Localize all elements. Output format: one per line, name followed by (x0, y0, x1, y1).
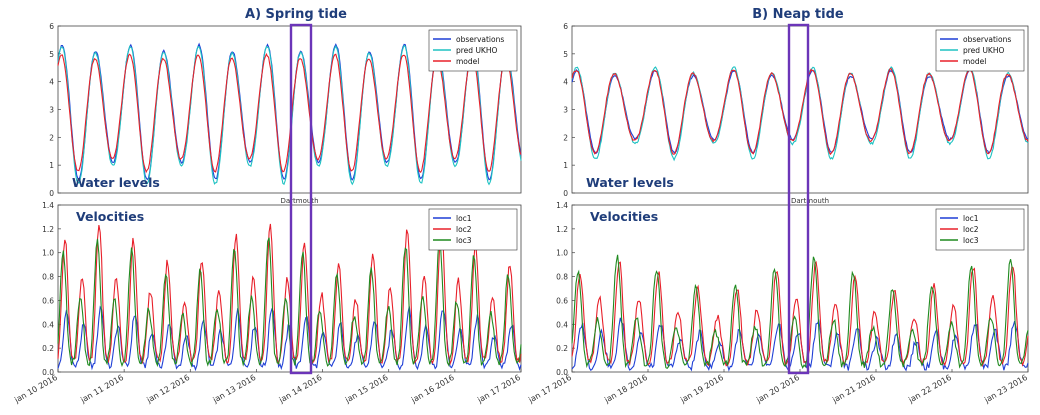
x-tick-label: jan 15 2016 (343, 373, 390, 405)
legend-label: pred UKHO (963, 46, 1004, 55)
chart-title: A) Spring tide (245, 7, 347, 22)
y-tick-label: 0 (563, 189, 568, 198)
y-tick-label: 0.2 (556, 344, 568, 353)
y-tick-label: 3 (49, 106, 54, 115)
y-tick-label: 4 (49, 78, 54, 87)
y-tick-label: 1.4 (42, 201, 54, 210)
y-tick-label: 5 (563, 50, 568, 59)
y-tick-label: 1.2 (556, 225, 568, 234)
legend-label: loc3 (963, 236, 979, 245)
y-tick-label: 0 (49, 189, 54, 198)
legend: loc1 loc2 loc3 (935, 208, 1025, 251)
series-line-loc3 (571, 254, 1029, 370)
series-line-loc3 (57, 237, 522, 368)
legend-label: model (963, 57, 986, 66)
legend-label: loc3 (456, 236, 472, 245)
y-tick-label: 0.8 (556, 273, 568, 282)
highlight-window (289, 23, 313, 375)
panel-annotation: Velocities (590, 209, 658, 224)
y-tick-label: 0.0 (42, 368, 54, 377)
series-line-pred-UKHO (57, 44, 522, 186)
x-tick-label: jan 22 2016 (906, 373, 953, 405)
y-tick-label: 0.6 (556, 296, 568, 305)
y-tick-label: 0.4 (556, 320, 568, 329)
x-tick-label: jan 23 2016 (982, 373, 1029, 405)
y-tick-label: 4 (563, 78, 568, 87)
legend-label: pred UKHO (456, 46, 497, 55)
y-tick-label: 1.0 (42, 249, 54, 258)
x-tick-label: jan 12 2016 (144, 373, 191, 405)
highlight-window (787, 23, 810, 375)
plot-panel-1: 0 1 2 3 4 5 6 observations pred UKHO model Water l… (49, 22, 522, 205)
x-tick-label: jan 11 2016 (78, 373, 125, 405)
series-line-pred-UKHO (571, 66, 1029, 162)
y-tick-label: 0.2 (42, 344, 54, 353)
x-tick-label: jan 17 2016 (526, 373, 573, 405)
plot-panel-4: 0.0 0.2 0.4 0.6 0.8 1.0 1.2 1.4 loc1 loc2 loc3 Velo… (526, 201, 1029, 405)
y-tick-label: 1.4 (556, 201, 568, 210)
x-tick-label: jan 10 2016 (12, 373, 59, 405)
panel-annotation: Water levels (72, 175, 160, 190)
y-tick-label: 1 (49, 161, 54, 170)
y-tick-label: 0.6 (42, 296, 54, 305)
y-tick-label: 0.8 (42, 273, 54, 282)
plot-panel-2: 0.0 0.2 0.4 0.6 0.8 1.0 1.2 1.4 loc1 loc2 loc3 Velo… (12, 201, 522, 405)
legend-label: observations (963, 35, 1011, 44)
plot-panel-3: 0 1 2 3 4 5 6 observations pred UKHO model Water l… (563, 22, 1029, 205)
y-tick-label: 1.0 (556, 249, 568, 258)
series-line-model (57, 52, 522, 174)
panel-annotation: Water levels (586, 175, 674, 190)
series-line-loc2 (57, 223, 522, 366)
panel-subtitle: Dartmouth (280, 197, 318, 205)
legend: observations pred UKHO model (935, 29, 1025, 72)
panel-annotation: Velocities (76, 209, 144, 224)
legend-box (935, 29, 1025, 72)
legend: observations pred UKHO model (428, 29, 518, 72)
x-tick-label: jan 14 2016 (277, 373, 324, 405)
legend-label: observations (456, 35, 504, 44)
panel-subtitle: Dartmouth (791, 197, 829, 205)
legend-label: model (456, 57, 479, 66)
x-tick-label: jan 17 2016 (475, 373, 522, 405)
y-tick-label: 1.2 (42, 225, 54, 234)
y-tick-label: 6 (49, 22, 54, 31)
legend-label: loc2 (456, 225, 472, 234)
legend-label: loc1 (456, 214, 472, 223)
x-tick-label: jan 19 2016 (678, 373, 725, 405)
legend-label: loc2 (963, 225, 979, 234)
y-tick-label: 6 (563, 22, 568, 31)
y-tick-label: 3 (563, 106, 568, 115)
series-line-model (571, 68, 1029, 156)
legend-label: loc1 (963, 214, 979, 223)
series-line-loc1 (571, 317, 1029, 372)
y-tick-label: 1 (563, 161, 568, 170)
x-tick-label: jan 18 2016 (602, 373, 649, 405)
y-tick-label: 2 (49, 133, 54, 142)
y-tick-label: 2 (563, 133, 568, 142)
y-tick-label: 5 (49, 50, 54, 59)
x-tick-label: jan 20 2016 (754, 373, 801, 405)
x-tick-label: jan 13 2016 (211, 373, 258, 405)
x-tick-label: jan 21 2016 (830, 373, 877, 405)
x-tick-label: jan 16 2016 (409, 373, 456, 405)
legend: loc1 loc2 loc3 (428, 208, 518, 251)
y-tick-label: 0.4 (42, 320, 54, 329)
chart-title: B) Neap tide (752, 7, 844, 22)
y-tick-label: 0.0 (556, 368, 568, 377)
